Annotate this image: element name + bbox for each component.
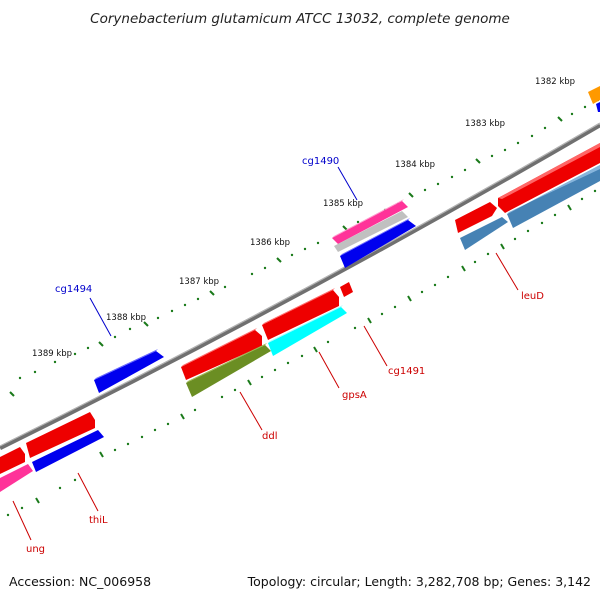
gene-shade: [262, 288, 335, 325]
outer-major-ticks: [9, 116, 563, 397]
gene-cg1490-reverse[interactable]: [340, 220, 416, 268]
reverse-gene-track: [0, 102, 600, 492]
inner-tick-track: [6, 189, 597, 517]
genome-stats-text: Topology: circular; Length: 3,282,708 bp…: [247, 574, 591, 589]
map-title: Corynebacterium glutamicum ATCC 13032, c…: [90, 11, 510, 27]
gene-shade: [498, 143, 600, 199]
tick-label: 1383 kbp: [465, 119, 505, 129]
label-leaders: [12, 166, 519, 541]
gene-label-ung: ung: [26, 544, 45, 555]
gene-cg1491[interactable]: [340, 282, 353, 297]
gene-shade: [340, 218, 410, 256]
gene-blue-1382[interactable]: [596, 102, 600, 112]
gene-label-thiL: thiL: [89, 515, 108, 526]
gene-ung[interactable]: [0, 464, 33, 492]
gene-label-cg1491: cg1491: [388, 366, 425, 377]
gene-label-gpsA: gpsA: [342, 390, 367, 401]
gene-cg1494[interactable]: [94, 351, 164, 393]
gene-label-ddl: ddl: [262, 431, 277, 442]
kbp-labels: 1382 kbp 1383 kbp 1384 kbp 1385 kbp 1386…: [32, 77, 575, 359]
gene-orange-1382[interactable]: [588, 86, 600, 104]
accession-text: Accession: NC_006958: [9, 574, 151, 589]
tick-label: 1388 kbp: [106, 313, 146, 323]
gene-labels: cg1490 cg1494 leuD cg1491 gpsA ddl thiL …: [26, 156, 544, 555]
tick-label: 1387 kbp: [179, 277, 219, 287]
gene-label-cg1494: cg1494: [55, 284, 92, 295]
outer-tick-track: [18, 98, 600, 380]
gene-forward-leu[interactable]: [455, 202, 497, 233]
gene-thiL-forward[interactable]: [26, 412, 95, 458]
gene-label-cg1490: cg1490: [302, 156, 339, 167]
genome-backbone: [0, 123, 600, 451]
tick-label: 1385 kbp: [323, 199, 363, 209]
gene-shade: [507, 165, 600, 214]
gene-leuD[interactable]: [460, 217, 508, 250]
tick-label: 1386 kbp: [250, 238, 290, 248]
gene-gpsA-forward[interactable]: [262, 290, 339, 340]
gene-ung-forward[interactable]: [0, 447, 25, 474]
gene-shade: [181, 328, 257, 367]
gene-shade: [186, 343, 267, 383]
gene-label-leuD: leuD: [521, 291, 544, 302]
gene-shade: [268, 305, 343, 343]
gene-cg1490-gray[interactable]: [334, 211, 408, 252]
gene-gpsA[interactable]: [268, 307, 347, 356]
gene-shade: [332, 199, 404, 238]
inner-major-ticks: [35, 204, 572, 504]
genome-backbone-highlight: [0, 122, 600, 447]
tick-label: 1384 kbp: [395, 160, 435, 170]
gene-cg1490-trna[interactable]: [332, 201, 408, 244]
forward-gene-track: [0, 86, 600, 474]
gene-shade: [94, 349, 158, 380]
gene-thiL[interactable]: [32, 430, 104, 472]
tick-label: 1389 kbp: [32, 349, 72, 359]
tick-label: 1382 kbp: [535, 77, 575, 87]
gene-ddl[interactable]: [186, 345, 271, 397]
gene-leuC[interactable]: [507, 165, 600, 228]
gene-ddl-forward[interactable]: [181, 330, 262, 380]
